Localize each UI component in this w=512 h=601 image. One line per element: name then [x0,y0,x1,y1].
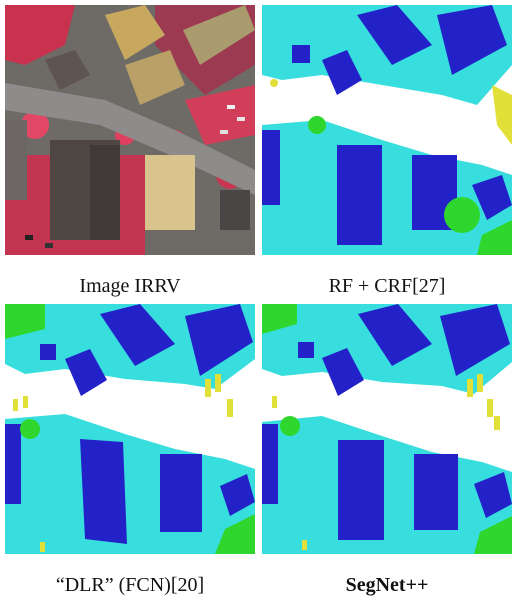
aerial-photo-icon [5,5,255,255]
caption-rf-crf: RF + CRF[27] [328,275,446,297]
caption-image-irrv: Image IRRV [79,275,181,297]
segmentation-rf-crf [262,5,512,255]
segmentation-map-icon [5,304,255,554]
caption-segnet: SegNet++ [345,574,429,596]
segmentation-segnet [262,304,512,554]
aerial-image-irrv [5,5,255,255]
segmentation-map-icon [262,5,512,255]
caption-dlr-fcn: “DLR” (FCN)[20] [55,574,205,596]
segmentation-map-icon [262,304,512,554]
segmentation-dlr-fcn [5,304,255,554]
